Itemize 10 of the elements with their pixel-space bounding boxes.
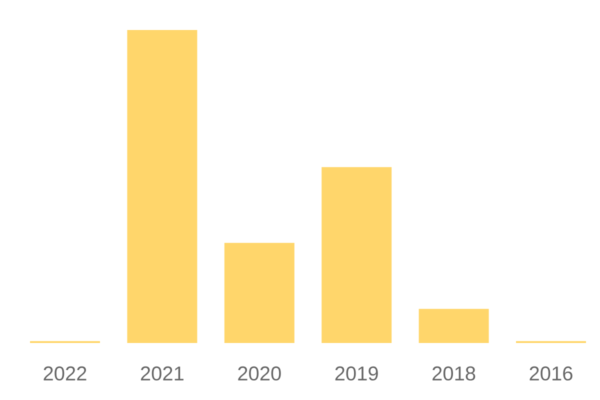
x-tick-label: 2019 bbox=[335, 366, 378, 381]
bar bbox=[322, 167, 392, 343]
x-tick-label: 2021 bbox=[140, 366, 184, 381]
x-tick-label: 2016 bbox=[530, 366, 572, 381]
bar bbox=[127, 30, 198, 343]
bar bbox=[224, 242, 294, 343]
x-tick-label: 2022 bbox=[44, 366, 86, 381]
x-tick-label: 2018 bbox=[432, 366, 476, 381]
bar bbox=[418, 308, 489, 343]
x-tick-label: 2020 bbox=[238, 366, 281, 381]
